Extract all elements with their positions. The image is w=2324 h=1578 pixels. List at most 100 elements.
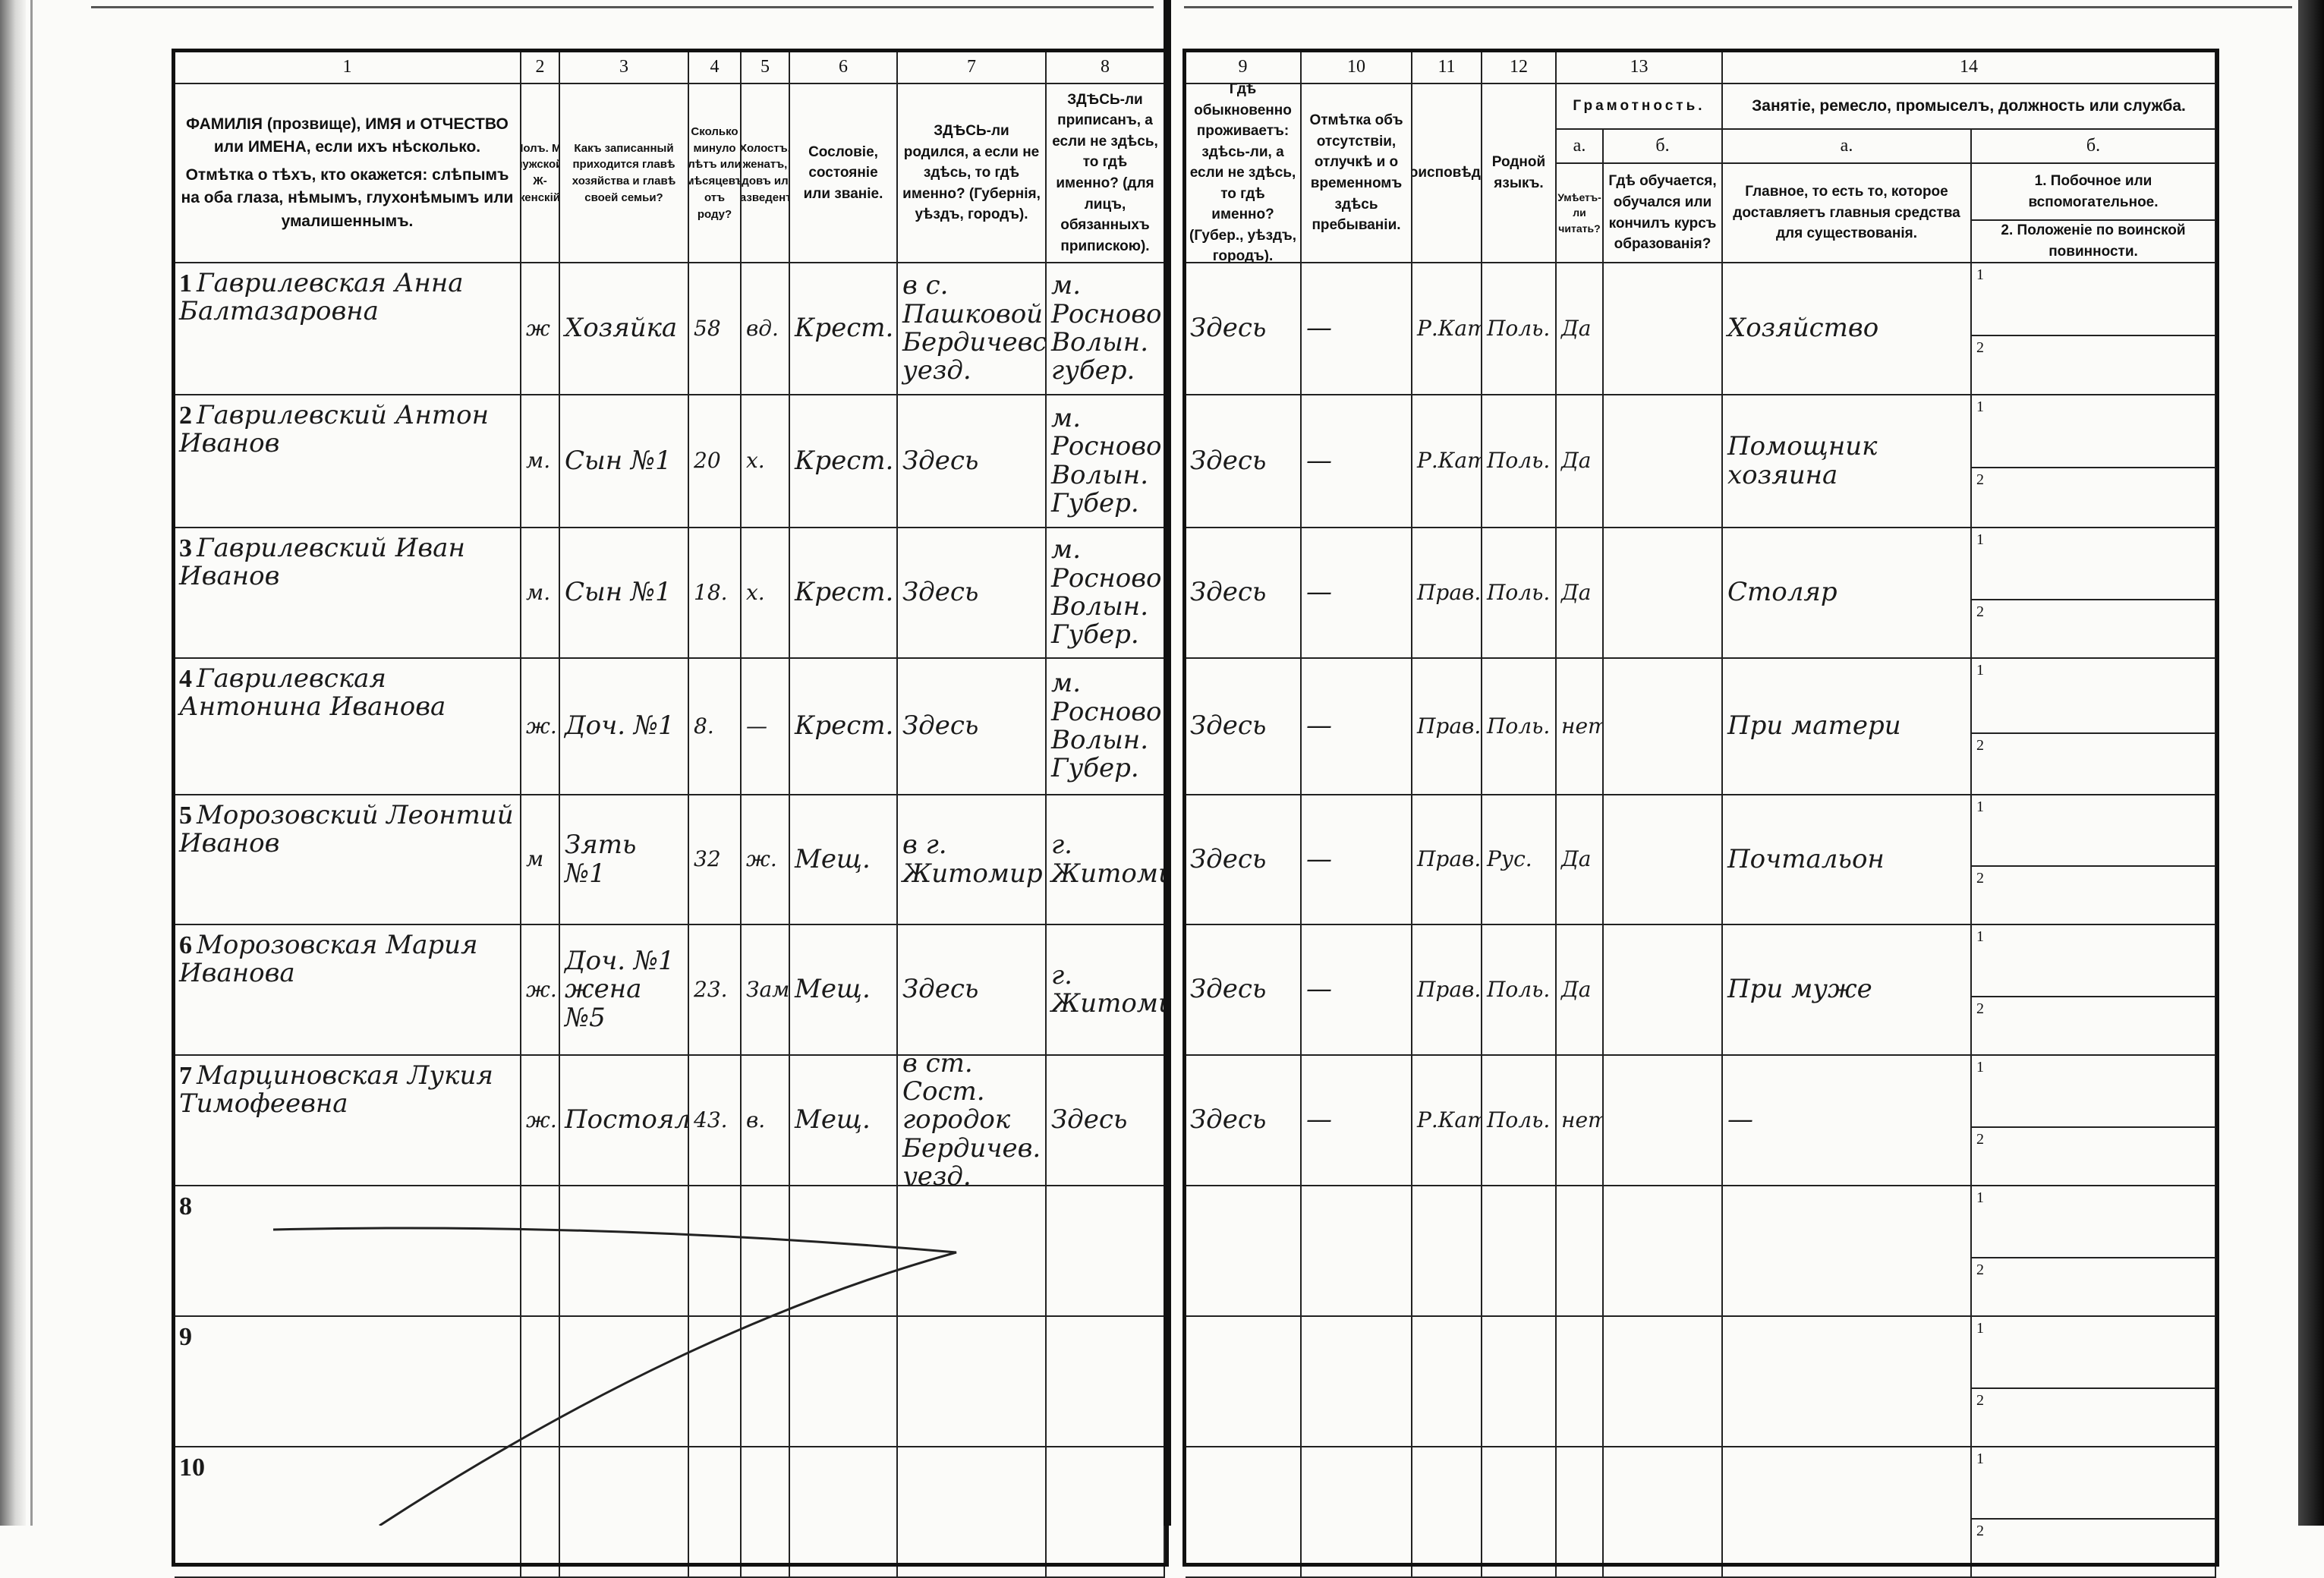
row-9-col-2[interactable] (521, 1317, 560, 1447)
row-9-col-9[interactable] (1186, 1317, 1302, 1447)
row-2-col-9[interactable]: Здесь (1186, 395, 1302, 528)
row-4-col-14[interactable] (1604, 659, 1723, 795)
row-9-col-4[interactable] (689, 1317, 742, 1447)
row-8-col-13[interactable] (1557, 1186, 1604, 1317)
row-8-col-12[interactable] (1482, 1186, 1557, 1317)
row-4-col-8[interactable]: м. Росново Волын. Губер. (1047, 659, 1165, 795)
row-7-col-13[interactable]: нет (1557, 1056, 1604, 1186)
row-2-col-8[interactable]: м. Росново Волын. Губер. (1047, 395, 1165, 528)
row-9-col-13[interactable] (1557, 1317, 1604, 1447)
row-8-col-14[interactable] (1604, 1186, 1723, 1317)
row-7-col-10[interactable]: — (1302, 1056, 1412, 1186)
row-1-col-4[interactable]: 58 (689, 263, 742, 395)
row-6-name-cell[interactable]: 6 Морозовская Мария Иванова (175, 925, 521, 1056)
row-9-col-7[interactable] (898, 1317, 1047, 1447)
row-5-col-13[interactable]: Да (1557, 795, 1604, 925)
row-6-col-5[interactable]: Зам. (742, 925, 790, 1056)
row-5-col-6[interactable]: Мещ. (790, 795, 898, 925)
row-2-col-3[interactable]: Сын №1 (560, 395, 689, 528)
row-6-col-3[interactable]: Доч. №1 жена №5 (560, 925, 689, 1056)
row-7-col-5[interactable]: в. (742, 1056, 790, 1186)
row-8-col-4[interactable] (689, 1186, 742, 1317)
row-3-col-6[interactable]: Крест. (790, 528, 898, 659)
row-9-col-15[interactable] (1723, 1317, 1972, 1447)
row-5-col-2[interactable]: м (521, 795, 560, 925)
row-2-col-12[interactable]: Поль. (1482, 395, 1557, 528)
row-7-col-14[interactable] (1604, 1056, 1723, 1186)
row-6-col-10[interactable]: — (1302, 925, 1412, 1056)
row-1-col-2[interactable]: ж (521, 263, 560, 395)
row-3-col-15[interactable]: Столяр (1723, 528, 1972, 659)
row-3-col-3[interactable]: Сын №1 (560, 528, 689, 659)
row-6-col-11[interactable]: Прав. (1412, 925, 1482, 1056)
row-4-col-9[interactable]: Здесь (1186, 659, 1302, 795)
row-2-col-7[interactable]: Здесь (898, 395, 1047, 528)
row-4-col-13[interactable]: нет (1557, 659, 1604, 795)
row-5-col-9[interactable]: Здесь (1186, 795, 1302, 925)
row-5-col-3[interactable]: Зять №1 (560, 795, 689, 925)
row-9-col-12[interactable] (1482, 1317, 1557, 1447)
row-1-col-5[interactable]: вд. (742, 263, 790, 395)
row-7-col-3[interactable]: Постоялица (560, 1056, 689, 1186)
row-5-col-10[interactable]: — (1302, 795, 1412, 925)
row-4-name-cell[interactable]: 4 Гаврилевская Антонина Иванова (175, 659, 521, 795)
row-2-col-6[interactable]: Крест. (790, 395, 898, 528)
row-1-col-12[interactable]: Поль. (1482, 263, 1557, 395)
row-3-name-cell[interactable]: 3 Гаврилевский Иван Иванов (175, 528, 521, 659)
row-1-col-14[interactable] (1604, 263, 1723, 395)
row-9-col-14[interactable] (1604, 1317, 1723, 1447)
row-7-col-2[interactable]: ж. (521, 1056, 560, 1186)
row-2-col-13[interactable]: Да (1557, 395, 1604, 528)
row-8-col-6[interactable] (790, 1186, 898, 1317)
row-9-name-cell[interactable]: 9 (175, 1317, 521, 1447)
row-5-col-12[interactable]: Рус. (1482, 795, 1557, 925)
row-6-col-13[interactable]: Да (1557, 925, 1604, 1056)
row-8-col-7[interactable] (898, 1186, 1047, 1317)
row-8-col-9[interactable] (1186, 1186, 1302, 1317)
row-2-col-10[interactable]: — (1302, 395, 1412, 528)
row-5-col-5[interactable]: ж. (742, 795, 790, 925)
row-1-col-9[interactable]: Здесь (1186, 263, 1302, 395)
row-3-col-13[interactable]: Да (1557, 528, 1604, 659)
row-6-col-4[interactable]: 23. (689, 925, 742, 1056)
row-3-col-2[interactable]: м. (521, 528, 560, 659)
row-3-col-14[interactable] (1604, 528, 1723, 659)
row-1-col-8[interactable]: м. Росново Волын. губер. (1047, 263, 1165, 395)
row-2-col-5[interactable]: х. (742, 395, 790, 528)
row-6-col-12[interactable]: Поль. (1482, 925, 1557, 1056)
row-3-col-8[interactable]: м. Росново Волын. Губер. (1047, 528, 1165, 659)
row-8-col-15[interactable] (1723, 1186, 1972, 1317)
row-7-col-8[interactable]: Здесь (1047, 1056, 1165, 1186)
row-6-col-6[interactable]: Мещ. (790, 925, 898, 1056)
row-1-col-13[interactable]: Да (1557, 263, 1604, 395)
row-5-col-15[interactable]: Почтальон (1723, 795, 1972, 925)
row-6-col-2[interactable]: ж. (521, 925, 560, 1056)
row-9-col-11[interactable] (1412, 1317, 1482, 1447)
row-8-col-5[interactable] (742, 1186, 790, 1317)
row-2-col-2[interactable]: м. (521, 395, 560, 528)
row-1-col-15[interactable]: Хозяйство (1723, 263, 1972, 395)
row-4-col-5[interactable]: — (742, 659, 790, 795)
row-3-col-10[interactable]: — (1302, 528, 1412, 659)
row-7-col-6[interactable]: Мещ. (790, 1056, 898, 1186)
row-4-col-3[interactable]: Доч. №1 (560, 659, 689, 795)
row-8-col-10[interactable] (1302, 1186, 1412, 1317)
row-5-col-14[interactable] (1604, 795, 1723, 925)
row-1-col-7[interactable]: в с. Пашковой Бердичевск. уезд. (898, 263, 1047, 395)
row-1-name-cell[interactable]: 1 Гаврилевская Анна Балтазаровна (175, 263, 521, 395)
row-3-col-12[interactable]: Поль. (1482, 528, 1557, 659)
row-4-col-7[interactable]: Здесь (898, 659, 1047, 795)
row-6-col-9[interactable]: Здесь (1186, 925, 1302, 1056)
row-2-name-cell[interactable]: 2 Гаврилевский Антон Иванов (175, 395, 521, 528)
row-3-col-5[interactable]: х. (742, 528, 790, 659)
row-7-col-9[interactable]: Здесь (1186, 1056, 1302, 1186)
row-4-col-15[interactable]: При матери (1723, 659, 1972, 795)
row-1-col-11[interactable]: Р.Кат. (1412, 263, 1482, 395)
row-5-col-7[interactable]: в г. Житомир (898, 795, 1047, 925)
row-1-col-3[interactable]: Хозяйка (560, 263, 689, 395)
row-2-col-4[interactable]: 20 (689, 395, 742, 528)
row-1-col-10[interactable]: — (1302, 263, 1412, 395)
row-5-col-11[interactable]: Прав. (1412, 795, 1482, 925)
row-6-col-14[interactable] (1604, 925, 1723, 1056)
row-3-col-11[interactable]: Прав. (1412, 528, 1482, 659)
